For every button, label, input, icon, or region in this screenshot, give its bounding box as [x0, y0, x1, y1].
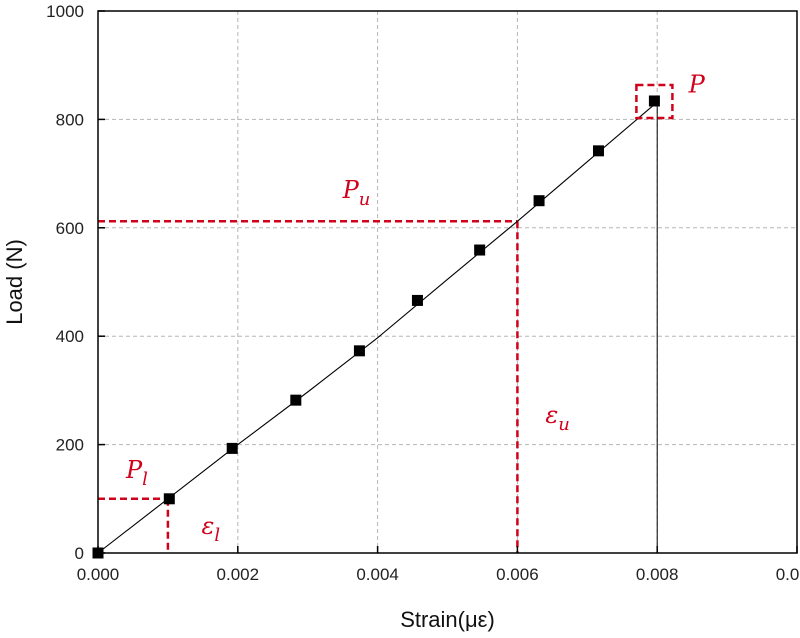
- plot-series: [92, 95, 660, 559]
- data-point-marker: [474, 244, 486, 256]
- plot-frame: [97, 10, 798, 554]
- x-tick-label: 0.002: [217, 565, 260, 584]
- data-point-marker: [648, 95, 660, 107]
- data-point-marker: [163, 493, 175, 505]
- annotation-label: Pu: [342, 176, 371, 210]
- x-axis-title: Strain(με): [400, 607, 495, 632]
- y-axis-title: Load (N): [2, 239, 27, 325]
- data-point-marker: [411, 294, 423, 306]
- data-point-marker: [290, 394, 302, 406]
- x-tick-label: 0.004: [356, 565, 399, 584]
- data-point-marker: [592, 145, 604, 157]
- y-tick-label: 400: [56, 327, 84, 346]
- annotation-label: εu: [545, 401, 569, 435]
- data-point-marker: [353, 345, 365, 357]
- x-tick-label: 0.006: [496, 565, 539, 584]
- y-tick-label: 600: [56, 219, 84, 238]
- annotation-labels: Pl εl Pu εu P: [125, 70, 706, 546]
- x-tick-label: 0.008: [636, 565, 679, 584]
- annotation-label: εl: [201, 512, 220, 546]
- data-point-marker: [533, 195, 545, 207]
- axis-ticks: 0.000 0.002 0.004 0.006 0.008 0.010 0 200 400 600…: [46, 2, 800, 584]
- peak-highlight-box: [635, 83, 674, 120]
- x-tick-label: 0.010: [776, 565, 800, 584]
- y-tick-label: 800: [56, 110, 84, 129]
- annotation-label: P: [688, 70, 706, 98]
- x-tick-label: 0.000: [77, 565, 120, 584]
- y-tick-label: 1000: [46, 2, 84, 21]
- load-strain-curve: [97, 101, 658, 554]
- data-point-marker: [226, 442, 238, 454]
- y-tick-label: 0: [75, 544, 84, 563]
- annotation-label: Pl: [125, 456, 148, 490]
- annotation-guides: [98, 100, 658, 553]
- y-tick-label: 200: [56, 436, 84, 455]
